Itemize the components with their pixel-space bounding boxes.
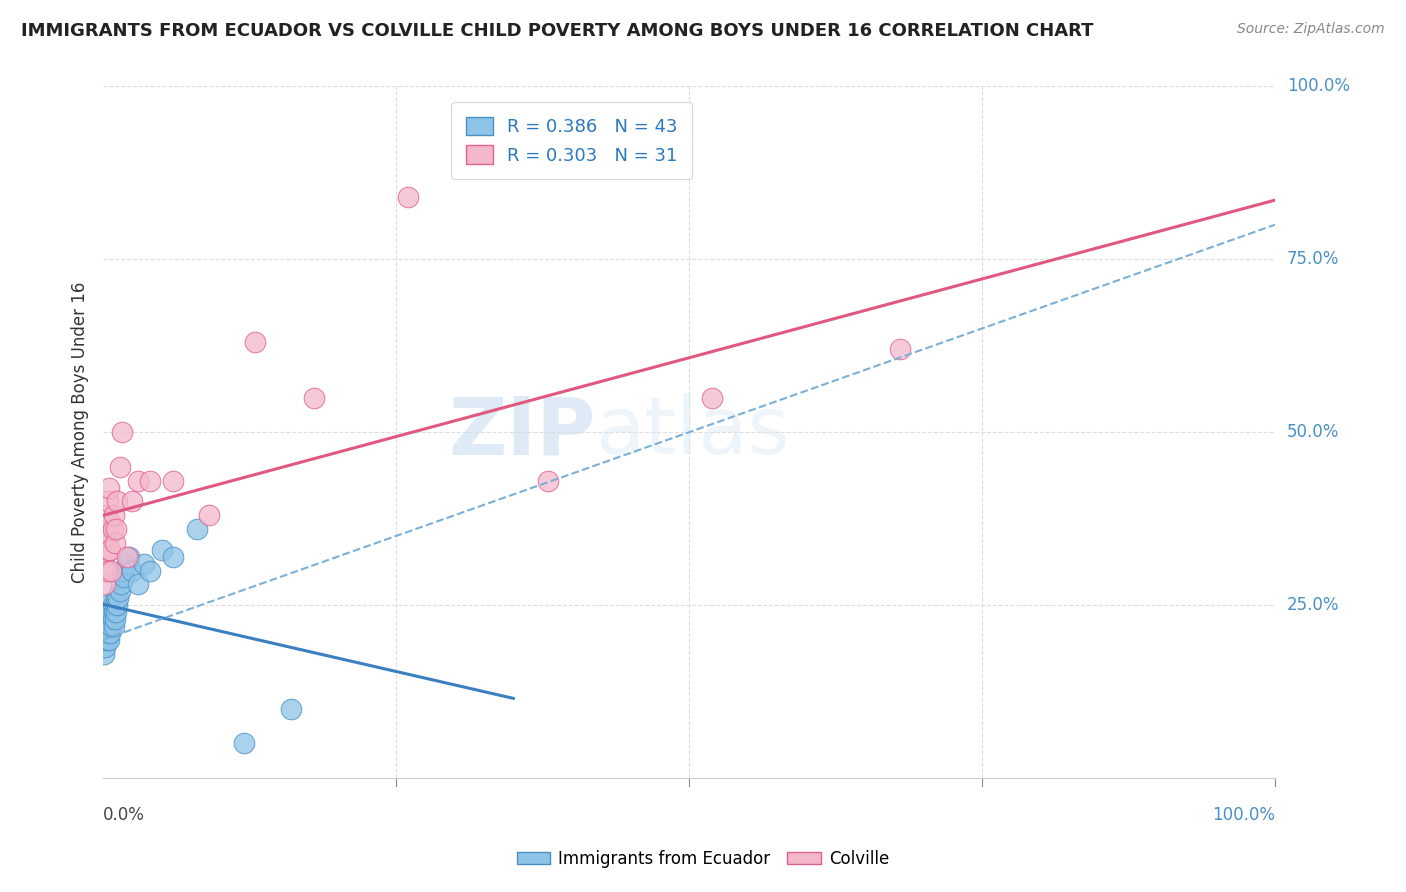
Point	[97, 612, 120, 626]
Point	[115, 557, 138, 571]
Point	[104, 598, 127, 612]
Point	[111, 564, 134, 578]
Point	[108, 584, 131, 599]
Point	[93, 549, 115, 564]
Point	[702, 391, 724, 405]
Point	[94, 529, 117, 543]
Point	[94, 619, 117, 633]
Point	[139, 564, 162, 578]
Point	[93, 647, 115, 661]
Point	[105, 605, 128, 619]
Point	[150, 542, 173, 557]
Point	[127, 577, 149, 591]
Point	[98, 529, 121, 543]
Point	[98, 542, 121, 557]
Text: atlas: atlas	[595, 393, 790, 471]
Text: IMMIGRANTS FROM ECUADOR VS COLVILLE CHILD POVERTY AMONG BOYS UNDER 16 CORRELATIO: IMMIGRANTS FROM ECUADOR VS COLVILLE CHIL…	[21, 22, 1094, 40]
Point	[96, 508, 118, 523]
Point	[302, 391, 325, 405]
Point	[103, 619, 125, 633]
Point	[100, 605, 122, 619]
Point	[98, 625, 121, 640]
Point	[110, 577, 132, 591]
Point	[121, 564, 143, 578]
Point	[94, 577, 117, 591]
Point	[537, 474, 560, 488]
Point	[94, 640, 117, 654]
Point	[100, 564, 122, 578]
Point	[98, 612, 121, 626]
Point	[98, 632, 121, 647]
Point	[111, 425, 134, 440]
Point	[107, 591, 129, 606]
Point	[134, 557, 156, 571]
Text: 100.0%: 100.0%	[1212, 805, 1275, 823]
Point	[98, 619, 121, 633]
Point	[162, 474, 184, 488]
Point	[98, 515, 121, 529]
Text: ZIP: ZIP	[449, 393, 595, 471]
Point	[115, 549, 138, 564]
Text: Source: ZipAtlas.com: Source: ZipAtlas.com	[1237, 22, 1385, 37]
Point	[232, 736, 254, 750]
Point	[104, 612, 127, 626]
Point	[127, 474, 149, 488]
Point	[94, 625, 117, 640]
Point	[98, 481, 121, 495]
Point	[105, 591, 128, 606]
Point	[245, 335, 267, 350]
Legend: Immigrants from Ecuador, Colville: Immigrants from Ecuador, Colville	[510, 844, 896, 875]
Point	[105, 598, 128, 612]
Point	[98, 605, 121, 619]
Point	[139, 474, 162, 488]
Point	[108, 459, 131, 474]
Point	[100, 619, 122, 633]
Point	[96, 632, 118, 647]
Point	[186, 522, 208, 536]
Legend: R = 0.386   N = 43, R = 0.303   N = 31: R = 0.386 N = 43, R = 0.303 N = 31	[451, 103, 692, 179]
Text: 75.0%: 75.0%	[1286, 251, 1339, 268]
Point	[104, 536, 127, 550]
Point	[112, 570, 135, 584]
Point	[97, 542, 120, 557]
Point	[162, 549, 184, 564]
Point	[97, 598, 120, 612]
Point	[93, 632, 115, 647]
Point	[97, 625, 120, 640]
Text: 25.0%: 25.0%	[1286, 596, 1339, 614]
Point	[118, 549, 141, 564]
Point	[103, 605, 125, 619]
Point	[396, 190, 419, 204]
Text: 0.0%: 0.0%	[103, 805, 145, 823]
Point	[105, 494, 128, 508]
Point	[96, 605, 118, 619]
Text: 100.0%: 100.0%	[1286, 78, 1350, 95]
Point	[280, 702, 302, 716]
Point	[101, 598, 124, 612]
Point	[101, 522, 124, 536]
Point	[197, 508, 219, 523]
Point	[96, 564, 118, 578]
Point	[101, 612, 124, 626]
Point	[103, 508, 125, 523]
Text: 50.0%: 50.0%	[1286, 423, 1339, 442]
Point	[105, 522, 128, 536]
Point	[121, 494, 143, 508]
Y-axis label: Child Poverty Among Boys Under 16: Child Poverty Among Boys Under 16	[72, 282, 89, 582]
Point	[889, 343, 911, 357]
Point	[96, 619, 118, 633]
Point	[97, 494, 120, 508]
